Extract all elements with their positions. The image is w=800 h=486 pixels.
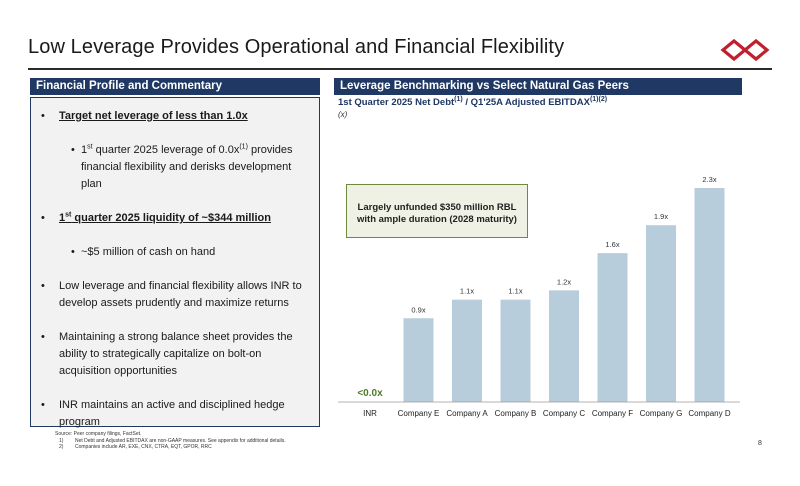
cash-text: ~$5 million of cash on hand — [81, 246, 216, 258]
bullet-dot: • — [41, 110, 45, 122]
bullet-low-leverage: • Low leverage and financial flexibility… — [41, 278, 305, 312]
data-label-inr: <0.0x — [357, 388, 383, 399]
bullet-dot: • — [41, 399, 45, 411]
footnote-1-text: Net Debt and Adjusted EBITDAX are non-GA… — [75, 437, 286, 444]
chart-subtitle-main: 1st Quarter 2025 Net Debt — [338, 97, 455, 108]
bar-company-c — [549, 290, 579, 402]
ordinal-suffix: st — [65, 211, 72, 219]
footnote-1-num: 1) — [59, 437, 64, 444]
rbl-callout: Largely unfunded $350 million RBL with a… — [346, 184, 528, 238]
data-label-company-a: 1.1x — [460, 287, 474, 296]
footnote-1: 1) Net Debt and Adjusted EBITDAX are non-… — [55, 438, 295, 445]
footnote-ref: (1)(2) — [589, 95, 608, 103]
bullet-dot: • — [41, 212, 45, 224]
data-label-company-g: 1.9x — [654, 212, 668, 221]
category-label-company-f: Company F — [592, 409, 633, 418]
category-label-company-b: Company B — [495, 409, 537, 418]
data-label-company-d: 2.3x — [702, 175, 716, 184]
bullet-q1-leverage: • 1st quarter 2025 leverage of 0.0x(1) p… — [41, 142, 305, 193]
footnote-source: Source: Peer company filings, FactSet. — [55, 431, 142, 437]
chart-unit: (x) — [338, 110, 348, 119]
data-label-company-b: 1.1x — [508, 287, 522, 296]
category-label-company-d: Company D — [688, 409, 730, 418]
chart-subtitle: 1st Quarter 2025 Net Debt(1) / Q1'25A Ad… — [338, 95, 608, 108]
bullet-dot: • — [71, 144, 75, 156]
category-label-company-a: Company A — [446, 409, 488, 418]
leverage-bar-chart: <0.0x INR 0.9x Company E 1.1x Company A 1.1x Co… — [338, 175, 740, 418]
bullet-dot: • — [71, 246, 75, 258]
bar-company-e — [403, 318, 434, 402]
footnote-ref: (1) — [239, 143, 248, 151]
low-leverage-text: Low leverage and financial flexibility a… — [59, 280, 302, 309]
category-label-company-c: Company C — [543, 409, 585, 418]
chart-subtitle-mid: / Q1'25A Adjusted EBITDAX — [462, 97, 590, 108]
data-label-company-c: 1.2x — [557, 277, 571, 286]
liquidity-post: quarter 2025 liquidity of ~$344 million — [71, 212, 271, 224]
footnote-2-text: Companies include AR, EXE, CNX, CTRA, EQ… — [75, 444, 212, 450]
bar-company-d — [694, 188, 725, 402]
footnote-2: 2) Companies include AR, EXE, CNX, CTRA, … — [55, 444, 295, 451]
category-label-inr: INR — [363, 409, 377, 418]
liquidity-num: 1 — [59, 212, 66, 224]
target-leverage-text: Target net leverage of less than 1.0x — [59, 110, 248, 122]
page-number: 8 — [758, 440, 762, 447]
bar-company-f — [597, 253, 628, 402]
category-label-company-g: Company G — [640, 409, 683, 418]
q1-leverage-post: provides financial flexibility and deris… — [81, 144, 293, 190]
leverage-benchmark-header: Leverage Benchmarking vs Select Natural … — [334, 78, 742, 95]
footnote-ref: (1) — [454, 95, 463, 103]
bullet-dot: • — [41, 331, 45, 343]
bar-company-g — [646, 225, 676, 402]
bullet-hedge: • INR maintains an active and discipline… — [41, 397, 305, 431]
data-label-company-e: 0.9x — [411, 305, 425, 314]
bar-company-a — [452, 299, 482, 402]
bullet-balance-sheet: • Maintaining a strong balance sheet pro… — [41, 329, 305, 380]
bullet-liquidity: • 1st quarter 2025 liquidity of ~$344 mi… — [41, 210, 305, 227]
liquidity-text: 1st quarter 2025 liquidity of ~$344 mill… — [59, 211, 271, 224]
q1-leverage-mid: quarter 2025 leverage of 0.0x — [92, 144, 240, 156]
financial-profile-header: Financial Profile and Commentary — [30, 78, 320, 95]
company-logo-icon — [720, 38, 770, 62]
bullet-cash: • ~$5 million of cash on hand — [41, 244, 305, 261]
hedge-text: INR maintains an active and disciplined … — [59, 399, 285, 428]
bar-company-b — [500, 299, 531, 402]
footnotes: Source: Peer company filings, FactSet. 1… — [55, 431, 295, 451]
commentary-box: • Target net leverage of less than 1.0x … — [30, 97, 320, 428]
title-divider — [28, 68, 772, 70]
ordinal-suffix: st — [87, 143, 93, 151]
footnote-2-num: 2) — [59, 444, 64, 450]
page-title: Low Leverage Provides Operational and Fi… — [28, 36, 565, 58]
bullet-dot: • — [41, 280, 45, 292]
bullet-target-leverage: • Target net leverage of less than 1.0x — [41, 108, 305, 125]
category-label-company-e: Company E — [398, 409, 440, 418]
q1-leverage-num: 1 — [81, 144, 88, 156]
data-label-company-f: 1.6x — [605, 240, 619, 249]
balance-sheet-text: Maintaining a strong balance sheet provi… — [59, 331, 293, 377]
